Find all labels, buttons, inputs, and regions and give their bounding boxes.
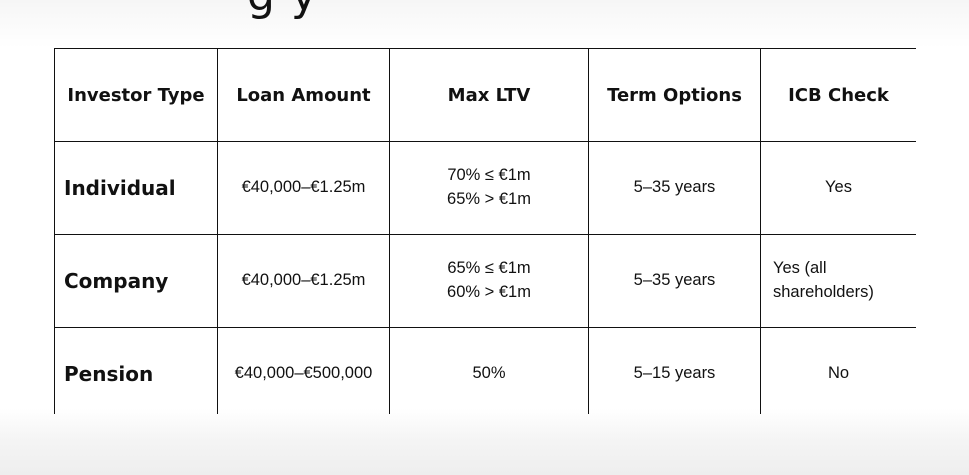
term-options-cell: 5–15 years <box>588 327 761 414</box>
icb-check-line: shareholders) <box>773 283 874 301</box>
loan-amount-cell: €40,000–€1.25m <box>217 141 390 235</box>
max-ltv-cell: 65% ≤ €1m 60% > €1m <box>389 234 589 328</box>
investor-type-cell: Individual <box>54 141 218 235</box>
icb-check-cell: No <box>760 327 916 414</box>
header-term-options: Term Options <box>588 48 761 142</box>
max-ltv-line: 65% > €1m <box>447 190 531 208</box>
max-ltv-line: 65% ≤ €1m <box>447 259 531 278</box>
top-fade <box>0 0 969 48</box>
table-row: Company €40,000–€1.25m 65% ≤ €1m 60% > €… <box>54 234 916 328</box>
icb-check-line: No <box>827 364 850 383</box>
investor-type-cell: Pension <box>54 327 218 414</box>
loan-amount-cell: €40,000–€500,000 <box>217 327 390 414</box>
header-investor-type: Investor Type <box>54 48 218 142</box>
max-ltv-line: 60% > €1m <box>447 283 531 301</box>
header-max-ltv: Max LTV <box>389 48 589 142</box>
loan-table-container: Investor Type Loan Amount Max LTV Term O… <box>54 48 916 414</box>
max-ltv-cell: 50% <box>389 327 589 414</box>
icb-check-cell: Yes (all shareholders) <box>760 234 916 328</box>
page-heading-fragment: g y <box>247 0 318 18</box>
icb-check-cell: Yes <box>760 141 916 235</box>
header-loan-amount: Loan Amount <box>217 48 390 142</box>
table-row: Pension €40,000–€500,000 50% 5–15 years … <box>54 327 916 414</box>
table-row: Individual €40,000–€1.25m 70% ≤ €1m 65% … <box>54 141 916 235</box>
icb-check-line: Yes <box>825 178 852 197</box>
max-ltv-line: 50% <box>472 364 506 383</box>
icb-check-line: Yes (all <box>773 259 827 278</box>
term-options-cell: 5–35 years <box>588 234 761 328</box>
loan-amount-cell: €40,000–€1.25m <box>217 234 390 328</box>
max-ltv-line: 70% ≤ €1m <box>447 166 531 185</box>
max-ltv-cell: 70% ≤ €1m 65% > €1m <box>389 141 589 235</box>
term-options-cell: 5–35 years <box>588 141 761 235</box>
header-icb-check: ICB Check <box>760 48 916 142</box>
table-header-row: Investor Type Loan Amount Max LTV Term O… <box>54 48 916 142</box>
loan-comparison-table: Investor Type Loan Amount Max LTV Term O… <box>54 48 916 414</box>
investor-type-cell: Company <box>54 234 218 328</box>
